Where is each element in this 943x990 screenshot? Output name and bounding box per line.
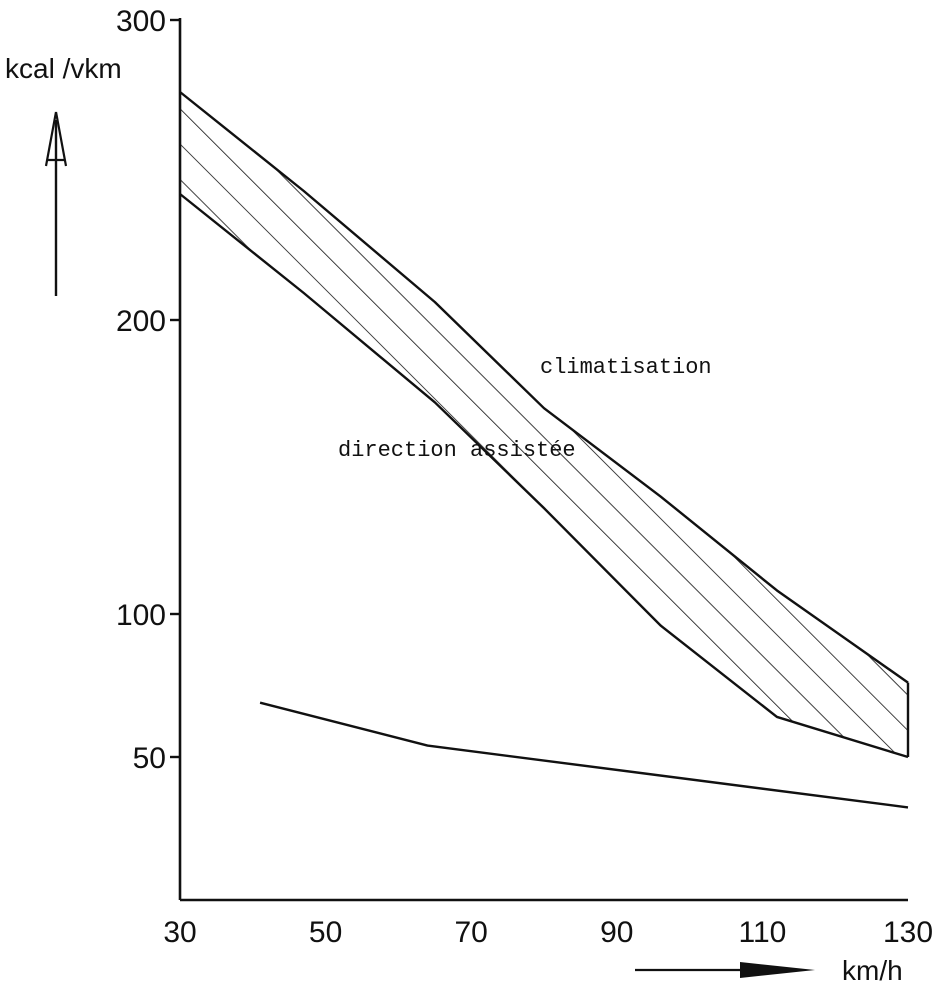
y-tick-label: 50 xyxy=(133,742,166,775)
climatisation-upper-edge xyxy=(179,91,909,684)
x-tick-label: 110 xyxy=(738,916,786,949)
annotation-layer: climatisation direction assistée xyxy=(338,355,712,463)
x-tick-label: 90 xyxy=(600,916,633,949)
x-tick-label: 70 xyxy=(455,916,488,949)
series-label-climatisation: climatisation xyxy=(540,355,712,380)
y-axis-arrow-icon xyxy=(44,111,68,296)
y-tick-label: 300 xyxy=(116,5,166,38)
climatisation-band xyxy=(180,92,908,757)
x-axis-label: km/h xyxy=(842,955,903,986)
y-tick-label: 200 xyxy=(116,305,166,338)
x-tick-label: 130 xyxy=(883,916,933,949)
series-label-direction-assistee: direction assistée xyxy=(338,438,576,463)
climatisation-lower-edge xyxy=(179,193,909,759)
series-layer xyxy=(179,91,910,809)
y-axis-label: kcal /vkm xyxy=(5,53,122,84)
direction-assistee-line xyxy=(259,701,909,809)
y-tick-label: 100 xyxy=(116,599,166,632)
x-tick-label: 30 xyxy=(163,916,196,949)
y-ticks: 50 100 200 300 xyxy=(116,5,180,775)
x-axis-arrow-icon xyxy=(635,962,815,978)
x-tick-label: 50 xyxy=(309,916,342,949)
x-ticks: 30 50 70 90 110 130 xyxy=(163,916,933,949)
